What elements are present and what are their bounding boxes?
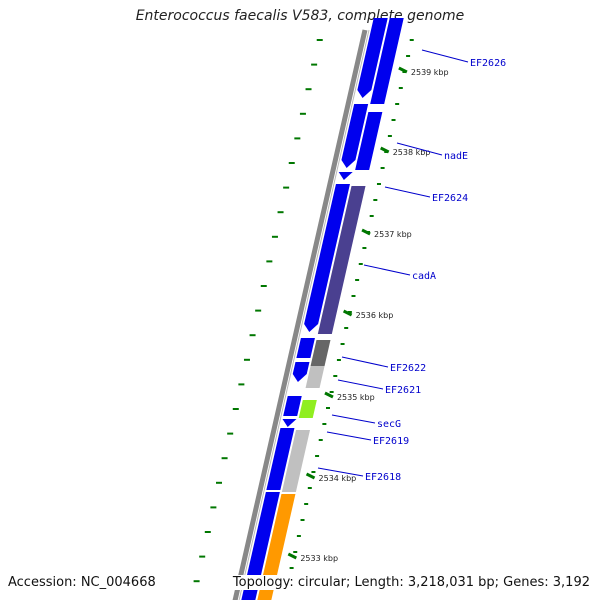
gene-label-EF2621: EF2621 bbox=[385, 385, 421, 396]
tick-major bbox=[398, 66, 408, 74]
feature-cds bbox=[357, 18, 388, 98]
gene-label-cadA: cadA bbox=[412, 271, 436, 282]
genome-stats-label: Topology: circular; Length: 3,218,031 bp… bbox=[232, 575, 590, 590]
tick-label: 2533 kbp bbox=[300, 554, 338, 563]
gene-label-EF2618: EF2618 bbox=[365, 472, 401, 483]
feature-orange bbox=[257, 494, 296, 600]
tick-major bbox=[305, 472, 316, 480]
tick-label: 2535 kbp bbox=[337, 393, 375, 402]
gene-label-EF2622: EF2622 bbox=[390, 363, 426, 374]
gene-label-EF2619: EF2619 bbox=[373, 436, 409, 447]
tick-major bbox=[287, 552, 298, 560]
tick-label: 2537 kbp bbox=[374, 230, 412, 239]
tick-label: 2536 kbp bbox=[356, 311, 394, 320]
backbone-outer bbox=[232, 29, 368, 600]
feature-cds bbox=[282, 419, 297, 427]
gene-label-leader bbox=[341, 356, 389, 368]
tick-label: 2538 kbp bbox=[393, 148, 431, 157]
gene-label-leader bbox=[384, 186, 431, 198]
feature-secG bbox=[298, 400, 317, 418]
accession-label: Accession: NC_004668 bbox=[8, 575, 156, 590]
feature-EF2622 bbox=[310, 340, 331, 366]
gene-label-leader bbox=[317, 467, 364, 477]
tick-major bbox=[342, 309, 353, 317]
gene-label-leader bbox=[331, 414, 376, 424]
gene-label-leader bbox=[337, 379, 384, 390]
feature-cds bbox=[338, 172, 353, 180]
tick-major bbox=[361, 228, 371, 236]
feature-cds bbox=[266, 428, 295, 490]
feature-cds bbox=[283, 396, 302, 416]
tick-major bbox=[324, 391, 334, 399]
gene-label-leader bbox=[326, 431, 372, 441]
tick-track: 2539 kbp 2538 kbp 2537 kbp 2536 kbp 2535 kbp… bbox=[285, 39, 449, 585]
feature-cds bbox=[296, 338, 315, 358]
feature-cds bbox=[341, 104, 369, 168]
feature-EF2626 bbox=[370, 18, 404, 104]
feature-cds bbox=[304, 184, 350, 332]
gene-label-track: EF2626 nadE EF2624 cadA EF2622 EF2621 secG EF26… bbox=[317, 49, 506, 483]
gene-label-leader bbox=[363, 264, 411, 276]
feature-cds bbox=[292, 362, 310, 382]
tick-label: 2539 kbp bbox=[411, 68, 449, 77]
gene-label-leader bbox=[396, 142, 443, 156]
feature-EF2618 bbox=[281, 430, 310, 492]
feature-track bbox=[241, 18, 404, 600]
feature-cadA bbox=[317, 186, 366, 334]
feature-cds bbox=[241, 492, 280, 600]
feature-EF2621 bbox=[305, 366, 325, 388]
feature-nadE bbox=[355, 112, 383, 170]
gene-label-EF2624: EF2624 bbox=[432, 193, 468, 204]
gene-label-leader bbox=[421, 49, 469, 63]
tick-label: 2534 kbp bbox=[319, 474, 357, 483]
tick-major bbox=[380, 146, 390, 154]
gene-label-nadE: nadE bbox=[444, 151, 468, 162]
gene-label-secG: secG bbox=[377, 419, 401, 430]
gc-skew-track bbox=[193, 39, 323, 583]
backbone-inner bbox=[238, 29, 370, 600]
gene-label-EF2626: EF2626 bbox=[470, 58, 506, 69]
